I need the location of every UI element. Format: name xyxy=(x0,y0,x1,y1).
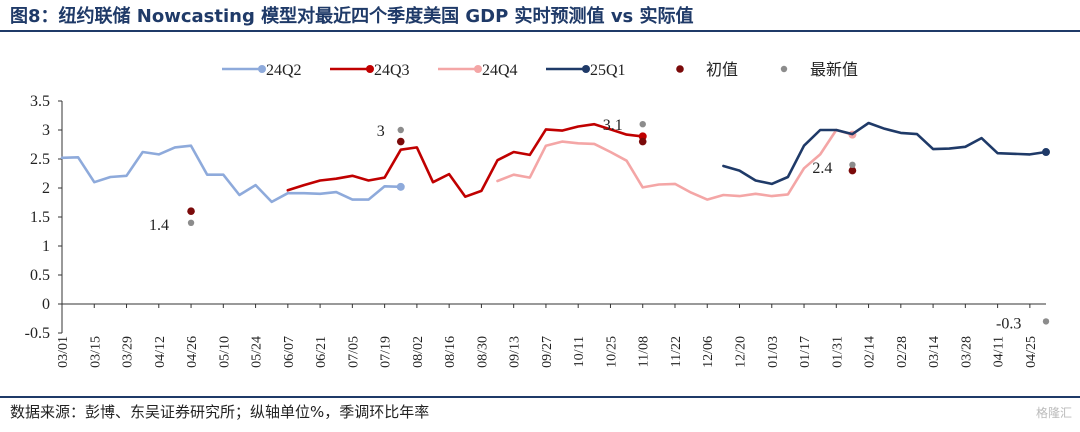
latest-value-point xyxy=(1042,318,1050,325)
initial-value-point xyxy=(638,137,647,146)
x-tick-label: 11/08 xyxy=(637,336,652,367)
legend-24q4-marker xyxy=(474,65,482,73)
initial-value-point xyxy=(396,137,405,146)
data-label: 2.4 xyxy=(812,160,832,177)
x-tick-label: 03/15 xyxy=(88,336,103,368)
x-tick-label: 04/26 xyxy=(185,336,200,368)
latest-value-point xyxy=(849,161,856,168)
series-end-marker-25Q1 xyxy=(1042,148,1050,157)
x-tick-label: 02/28 xyxy=(895,336,910,368)
x-tick-label: 06/07 xyxy=(282,336,297,368)
legend-24q4-label: 24Q4 xyxy=(482,62,518,79)
x-tick-label: 07/05 xyxy=(346,336,361,368)
x-tick-label: 01/31 xyxy=(830,336,845,368)
data-label: 3.1 xyxy=(603,117,623,134)
x-tick-label: 08/30 xyxy=(475,336,490,368)
initial-value-point xyxy=(848,166,857,175)
x-tick-label: 06/21 xyxy=(314,336,329,368)
latest-value-point xyxy=(397,126,404,134)
y-tick-label: 3 xyxy=(42,122,50,139)
series-line-24Q2 xyxy=(60,144,403,204)
x-tick-label: 04/25 xyxy=(1024,336,1039,368)
figure-title: 图8：纽约联储 Nowcasting 模型对最近四个季度美国 GDP 实时预测值… xyxy=(10,6,694,27)
x-tick-label: 05/24 xyxy=(250,336,265,368)
x-tick-label: 04/12 xyxy=(153,336,168,368)
x-tick-label: 03/29 xyxy=(121,336,136,368)
source-note: 数据来源：彭博、东吴证券研究所；纵轴单位%，季调环比年率 xyxy=(10,403,430,421)
x-tick-label: 08/16 xyxy=(443,336,458,368)
data-label: 1.4 xyxy=(149,217,169,234)
x-tick-label: 10/25 xyxy=(604,336,619,368)
watermark: 格隆汇 xyxy=(1035,406,1072,420)
legend-25q1-marker xyxy=(582,65,590,73)
legend-24q2-label: 24Q2 xyxy=(266,62,302,79)
x-tick-label: 01/03 xyxy=(766,336,781,368)
y-tick-label: 2.5 xyxy=(30,151,50,168)
series-end-marker-24Q2 xyxy=(396,182,405,191)
legend-24q3-marker xyxy=(366,65,374,73)
latest-value-point xyxy=(639,121,646,128)
data-label: -0.3 xyxy=(996,315,1021,332)
y-tick-label: -0.5 xyxy=(25,325,50,342)
x-tick-label: 08/02 xyxy=(411,336,426,368)
x-tick-label: 09/13 xyxy=(508,336,523,368)
x-tick-label: 12/20 xyxy=(734,336,749,368)
initial-value-point xyxy=(187,207,195,215)
legend-initial-marker xyxy=(676,65,684,73)
x-tick-label: 04/11 xyxy=(992,336,1007,367)
series-line-24Q3 xyxy=(286,122,645,198)
x-tick-label: 03/01 xyxy=(56,336,71,368)
legend-24q2-marker xyxy=(258,65,266,73)
legend-25q1-label: 25Q1 xyxy=(590,62,626,79)
data-label: 3 xyxy=(377,123,385,140)
series-line-25Q1 xyxy=(722,121,1048,186)
x-tick-label: 10/11 xyxy=(572,336,587,367)
legend-24q3-label: 24Q3 xyxy=(374,62,410,79)
series-line-24Q4 xyxy=(496,128,854,201)
legend-initial-label: 初值 xyxy=(706,61,738,79)
y-tick-label: 1 xyxy=(42,238,50,255)
x-tick-label: 12/06 xyxy=(701,336,716,368)
x-tick-label: 03/28 xyxy=(959,336,974,368)
latest-value-point xyxy=(187,219,195,226)
x-tick-label: 01/17 xyxy=(798,336,813,368)
y-tick-label: 2 xyxy=(42,180,50,197)
legend-latest-marker xyxy=(780,65,788,73)
y-tick-label: 3.5 xyxy=(30,93,50,110)
x-tick-label: 09/27 xyxy=(540,336,555,368)
x-tick-label: 11/22 xyxy=(669,336,684,367)
nowcast-line-chart: -0.5 0 0.5 1 1.5 2 2.5 3 3.5 03/01 03/15 03/29 04/12… xyxy=(25,61,1050,368)
y-tick-label: 0.5 xyxy=(30,267,50,284)
y-tick-label: 0 xyxy=(42,296,50,313)
legend-latest-label: 最新值 xyxy=(810,61,858,79)
x-tick-label: 02/14 xyxy=(863,336,878,368)
x-tick-label: 07/19 xyxy=(379,336,394,368)
x-tick-label: 03/14 xyxy=(927,336,942,368)
title-divider xyxy=(0,30,1080,32)
source-divider xyxy=(0,396,1080,398)
y-tick-label: 1.5 xyxy=(30,209,50,226)
x-tick-label: 05/10 xyxy=(217,336,232,368)
